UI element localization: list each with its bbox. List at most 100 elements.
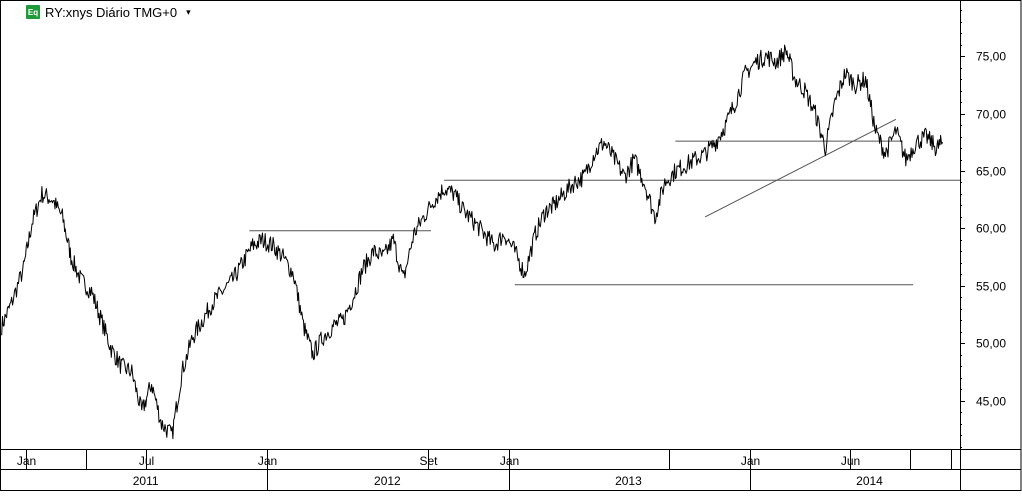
month-tick-label: Jul [139, 454, 154, 468]
price-data-point [594, 153, 595, 154]
price-data-point [563, 193, 564, 194]
year-tick-label: 2013 [615, 474, 642, 488]
price-data-point [725, 124, 726, 125]
price-data-point [222, 291, 223, 292]
y-tick-label: 65,00 [976, 165, 1006, 179]
price-data-point [444, 188, 445, 189]
y-tick-label: 50,00 [976, 337, 1006, 351]
price-data-point [293, 274, 294, 275]
year-tick-label: 2011 [133, 474, 159, 488]
price-data-point [232, 280, 233, 281]
price-data-point [171, 435, 172, 436]
price-series-line [1, 44, 944, 440]
price-data-point [825, 147, 826, 148]
price-data-point [765, 56, 766, 57]
month-tick-label: Jan [258, 454, 277, 468]
price-data-point [644, 182, 645, 183]
price-data-point [31, 222, 32, 223]
trend-line [704, 118, 897, 218]
price-data-point [181, 371, 182, 372]
price-data-point [282, 257, 283, 258]
price-data-point [704, 153, 705, 154]
y-tick-label: 45,00 [976, 395, 1006, 409]
price-data-point [504, 234, 505, 235]
price-data-point [62, 216, 63, 217]
price-data-point [494, 245, 495, 246]
price-data-point [905, 159, 906, 160]
equity-badge-icon: Eq [26, 5, 40, 19]
price-data-point [844, 73, 845, 74]
price-data-point [52, 199, 53, 200]
price-data-point [916, 142, 917, 143]
price-data-point [383, 257, 384, 258]
price-data-point [942, 142, 943, 143]
price-data-point [786, 50, 787, 51]
price-data-point [303, 325, 304, 326]
price-data-point [262, 239, 263, 240]
price-data-point [161, 423, 162, 424]
price-data-point [794, 79, 795, 80]
price-data-point [202, 320, 203, 321]
y-tick-label: 60,00 [976, 222, 1006, 236]
price-data-point [41, 193, 42, 194]
price-data-point [695, 159, 696, 160]
price-data-point [212, 303, 213, 304]
price-data-point [865, 79, 866, 80]
price-data-point [273, 245, 274, 246]
price-data-point [524, 274, 525, 275]
price-data-point [735, 101, 736, 102]
price-data-point [393, 239, 394, 240]
price-data-point [322, 337, 323, 338]
price-data-point [463, 211, 464, 212]
y-tick-label: 55,00 [976, 280, 1006, 294]
price-data-point [664, 182, 665, 183]
price-data-point [423, 216, 424, 217]
price-data-point [514, 251, 515, 252]
price-data-point [654, 216, 655, 217]
chart-header[interactable]: Eq RY:xnys Diário TMG+0 ▾ [26, 4, 191, 20]
price-data-point [895, 130, 896, 131]
price-data-point [545, 211, 546, 212]
price-data-point [675, 170, 676, 171]
price-data-point [252, 245, 253, 246]
price-data-point [835, 101, 836, 102]
price-data-point [614, 159, 615, 160]
price-data-point [131, 371, 132, 372]
price-data-point [91, 291, 92, 292]
price-data-point [745, 73, 746, 74]
price-data-point [755, 61, 756, 62]
price-data-point [192, 337, 193, 338]
price-data-point [603, 142, 604, 143]
y-tick-label: 75,00 [976, 50, 1006, 64]
price-data-point [403, 280, 404, 281]
price-data-point [413, 234, 414, 235]
price-data-point [151, 383, 152, 384]
chevron-down-icon[interactable]: ▾ [186, 6, 191, 17]
y-tick-label: 70,00 [976, 108, 1006, 122]
price-data-point [634, 159, 635, 160]
price-data-point [815, 113, 816, 114]
price-data-point [23, 268, 24, 269]
price-data-point [312, 354, 313, 355]
price-data-point [80, 280, 81, 281]
price-data-point [776, 61, 777, 62]
price-data-point [574, 182, 575, 183]
price-data-point [936, 147, 937, 148]
month-tick-label: Jun [841, 454, 860, 468]
symbol-label: RY:xnys Diário TMG+0 [45, 4, 178, 20]
price-data-point [101, 320, 102, 321]
year-tick-label: 2014 [856, 474, 883, 488]
price-data-point [715, 142, 716, 143]
year-tick-label: 2012 [374, 474, 401, 488]
month-tick-label: Set [419, 454, 438, 468]
price-data-point [111, 348, 112, 349]
price-data-point [553, 205, 554, 206]
price-data-point [1, 325, 2, 326]
price-data-point [352, 297, 353, 298]
price-data-point [474, 222, 475, 223]
price-data-point [804, 90, 805, 91]
price-data-point [11, 303, 12, 304]
price-data-point [926, 136, 927, 137]
